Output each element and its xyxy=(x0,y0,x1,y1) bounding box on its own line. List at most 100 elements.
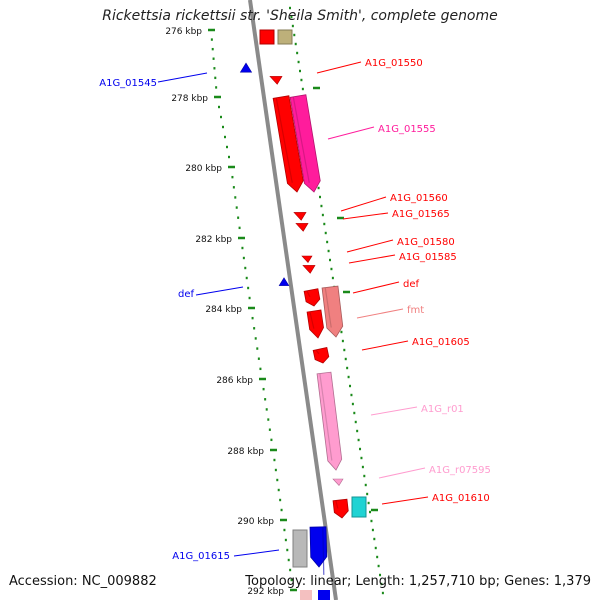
minor-tick xyxy=(274,468,277,472)
gene-a1g-01605-arrow-shade xyxy=(315,349,320,355)
minor-tick xyxy=(234,196,237,199)
right-track-dot xyxy=(320,204,323,208)
gene-a1g-01615-gray xyxy=(292,529,308,568)
minor-tick xyxy=(276,478,279,482)
gene-fmt-arrow-shade xyxy=(324,287,332,328)
right-track-dot xyxy=(330,267,333,271)
gene-partial-bottom-blue xyxy=(318,590,330,600)
right-track-dot xyxy=(371,528,374,532)
right-track-dot xyxy=(380,582,383,586)
gene-a1g-01615-arrow-shade xyxy=(322,526,325,575)
right-track-dot xyxy=(317,186,320,190)
gene-label: A1G_01555 xyxy=(378,124,436,135)
minor-tick xyxy=(259,367,262,371)
backbone-line xyxy=(248,0,338,600)
tick-label: 288 kbp xyxy=(227,447,264,457)
minor-tick xyxy=(279,498,282,502)
gene-label: A1G_01550 xyxy=(365,58,423,69)
minor-tick xyxy=(244,266,247,270)
right-track-dot xyxy=(369,510,372,514)
right-track-dot xyxy=(354,420,357,424)
genome-summary-text: Topology: linear; Length: 1,257,710 bp; … xyxy=(245,574,591,589)
gene-fmt-red-arrow-shade xyxy=(309,311,315,329)
minor-tick xyxy=(280,508,283,512)
minor-tick xyxy=(215,86,218,89)
gene-a1g-01610-cyan xyxy=(351,496,367,518)
tick-label: 292 kbp xyxy=(247,587,284,597)
right-track-dot xyxy=(321,213,324,217)
gene-a1g-01555-arrow-shade xyxy=(292,96,310,183)
right-track-dot xyxy=(363,474,366,478)
gene-a1g-r01-arrow-shade xyxy=(319,373,333,461)
minor-tick xyxy=(283,528,286,532)
right-track-dot xyxy=(323,222,326,226)
tick-label: 290 kbp xyxy=(237,517,274,527)
minor-tick xyxy=(222,125,224,129)
right-track-dot xyxy=(329,258,332,262)
minor-tick xyxy=(251,316,254,320)
tick-label: 278 kbp xyxy=(171,94,208,104)
gene-a1g-01610-arrow-shade xyxy=(335,500,339,509)
gene-label: A1G_01610 xyxy=(432,493,490,504)
right-track-dot xyxy=(340,330,343,334)
minor-tick xyxy=(220,115,222,119)
gene-label: A1G_01560 xyxy=(390,193,448,204)
gene-partial-top-olive xyxy=(277,29,293,45)
leader-line xyxy=(316,61,362,74)
leader-line xyxy=(195,286,244,296)
minor-tick xyxy=(286,548,289,552)
minor-tick xyxy=(270,438,273,442)
tick-label: 282 kbp xyxy=(195,235,232,245)
minor-tick xyxy=(248,296,251,300)
right-track-dot xyxy=(293,33,296,37)
right-track-dot xyxy=(353,411,356,415)
minor-tick xyxy=(257,357,260,360)
right-track-dot xyxy=(381,591,384,595)
right-track-dot xyxy=(296,51,299,55)
map-title: Rickettsia rickettsii str. 'Sheila Smith… xyxy=(102,8,498,24)
minor-tick xyxy=(218,105,220,109)
minor-tick xyxy=(242,256,245,260)
leader-line xyxy=(370,406,418,416)
right-track-dot xyxy=(289,6,291,10)
right-track-dot xyxy=(343,348,346,352)
right-track-dot xyxy=(357,438,360,442)
minor-tick xyxy=(228,155,230,159)
minor-tick xyxy=(232,186,235,189)
right-track-dot xyxy=(291,24,294,28)
leader-line xyxy=(340,196,387,212)
gene-label: def xyxy=(403,279,420,290)
gene-label: A1G_01580 xyxy=(397,237,455,248)
right-track-dot xyxy=(351,402,354,406)
right-track-dot xyxy=(379,573,382,577)
minor-tick xyxy=(289,568,292,572)
tick-label: 280 kbp xyxy=(185,164,222,174)
gene-def-minus-arrow xyxy=(278,277,290,286)
gene-label: A1G_01545 xyxy=(99,78,157,89)
gene-a1g-01585-arrow xyxy=(302,265,316,274)
minor-tick xyxy=(277,488,280,492)
right-track-dot xyxy=(347,375,350,379)
gene-label: fmt xyxy=(407,305,424,316)
right-track-dot xyxy=(366,492,369,496)
minor-tick xyxy=(231,175,234,179)
gene-fmt-arrow xyxy=(321,285,344,338)
right-track-dot xyxy=(364,483,367,487)
right-track-dot xyxy=(319,195,322,199)
leader-line xyxy=(356,308,404,319)
right-track-dot xyxy=(356,429,359,433)
minor-tick xyxy=(256,347,259,350)
leader-line xyxy=(348,254,396,264)
gene-a1g-01580-arrow xyxy=(301,255,313,263)
minor-tick xyxy=(237,216,240,219)
minor-tick xyxy=(213,67,216,70)
right-track-dot xyxy=(376,555,379,559)
gene-label: def xyxy=(178,289,195,300)
leader-line xyxy=(342,212,389,220)
gene-a1g-01555-red-arrow-shade xyxy=(275,97,293,183)
minor-tick xyxy=(214,76,217,80)
gene-a1g-01545-arrow xyxy=(239,62,253,73)
right-track-dot xyxy=(361,465,364,469)
gene-label: A1G_01605 xyxy=(412,337,470,348)
